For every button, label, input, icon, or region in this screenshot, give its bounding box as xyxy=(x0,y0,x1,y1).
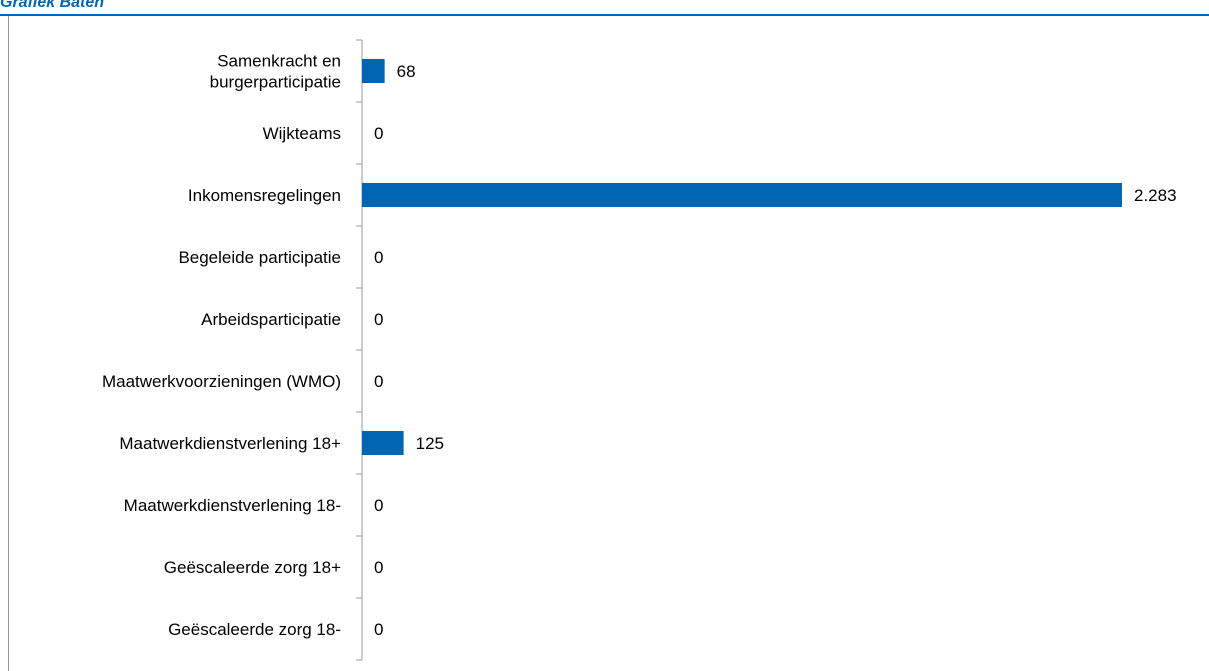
value-label: 0 xyxy=(374,124,383,143)
frame-left-border xyxy=(8,16,9,671)
value-label: 0 xyxy=(374,558,383,577)
chart-heading: Grafiek Baten xyxy=(0,0,105,11)
header-divider xyxy=(0,14,1209,16)
bar xyxy=(362,59,385,83)
category-label: Geëscaleerde zorg 18+ xyxy=(164,558,341,577)
category-label: Samenkracht en xyxy=(217,52,341,71)
value-label: 0 xyxy=(374,310,383,329)
category-label: Maatwerkvoorzieningen (WMO) xyxy=(102,372,341,391)
value-label: 0 xyxy=(374,372,383,391)
category-label: Maatwerkdienstverlening 18+ xyxy=(119,434,341,453)
category-label: Inkomensregelingen xyxy=(188,186,341,205)
category-label: Maatwerkdienstverlening 18- xyxy=(124,496,341,515)
value-label: 125 xyxy=(416,434,444,453)
category-label: burgerparticipatie xyxy=(210,73,341,92)
category-label: Begeleide participatie xyxy=(178,248,341,267)
bar xyxy=(362,183,1122,207)
value-label: 2.283 xyxy=(1134,186,1177,205)
bar xyxy=(362,431,404,455)
value-label: 68 xyxy=(397,62,416,81)
value-label: 0 xyxy=(374,248,383,267)
value-label: 0 xyxy=(374,620,383,639)
category-label: Wijkteams xyxy=(263,124,341,143)
category-label: Geëscaleerde zorg 18- xyxy=(168,620,341,639)
category-label: Arbeidsparticipatie xyxy=(201,310,341,329)
value-label: 0 xyxy=(374,496,383,515)
